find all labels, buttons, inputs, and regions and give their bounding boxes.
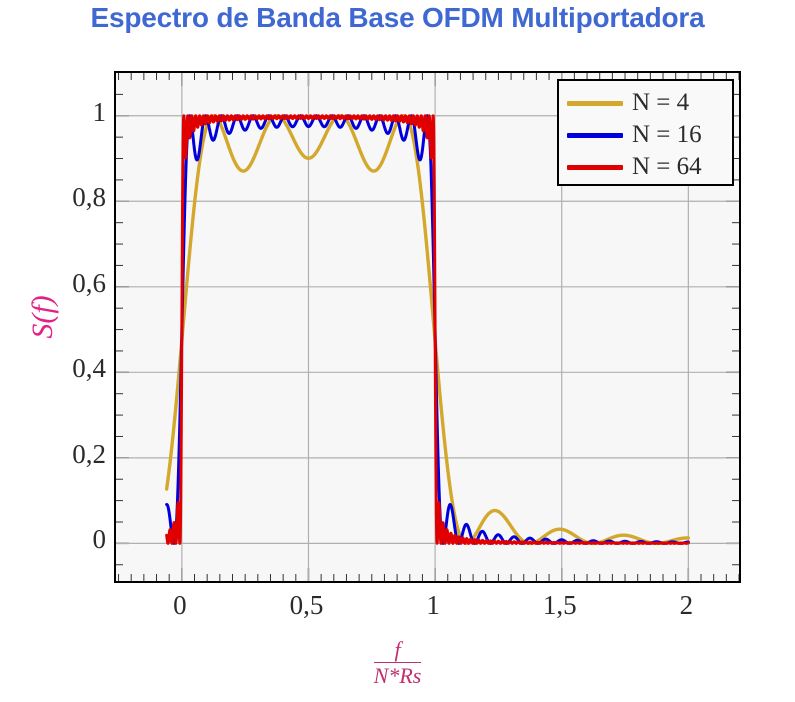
legend-item-n64[interactable]: N = 64 [567, 151, 722, 183]
x-tick-label: 2 [679, 590, 694, 620]
spectrum-curve-n64 [165, 114, 690, 545]
chart-title: Espectro de Banda Base OFDM Multiportado… [90, 2, 705, 33]
x-tick-label: 0 [173, 590, 187, 620]
y-axis-tick-labels: 0 0,2 0,4 0,6 0,8 1 [40, 0, 106, 702]
legend-swatch-n64 [567, 164, 623, 170]
y-tick-label: 0,4 [72, 353, 106, 384]
legend-label-n4: N = 4 [632, 89, 690, 116]
legend: N = 4 N = 16 N = 64 [557, 79, 734, 186]
y-tick-label: 1 [92, 96, 107, 127]
y-tick-label: 0,6 [72, 267, 106, 298]
legend-label-n16: N = 16 [632, 121, 702, 148]
legend-item-n4[interactable]: N = 4 [567, 87, 722, 119]
plot-canvas [116, 73, 739, 581]
x-axis-label-fraction: f N*Rs [373, 638, 422, 689]
x-axis-label: f N*Rs [0, 638, 795, 687]
legend-swatch-n4 [567, 100, 623, 106]
y-tick-label: 0,2 [72, 438, 106, 469]
y-axis-label: S(f) [26, 262, 60, 372]
legend-item-n16[interactable]: N = 16 [567, 119, 722, 151]
legend-label-n64: N = 64 [632, 153, 702, 180]
x-tick-label: 1,5 [542, 590, 577, 620]
x-tick-label: 1 [426, 590, 440, 620]
y-tick-label: 0 [92, 524, 107, 555]
legend-swatch-n16 [567, 132, 623, 138]
x-axis-label-numerator: f [373, 638, 422, 664]
x-axis-label-denominator: N*Rs [373, 663, 422, 689]
x-tick-label: 0,5 [289, 590, 324, 620]
y-axis-label-text: S(f) [26, 295, 59, 339]
y-tick-label: 0,8 [72, 182, 106, 213]
